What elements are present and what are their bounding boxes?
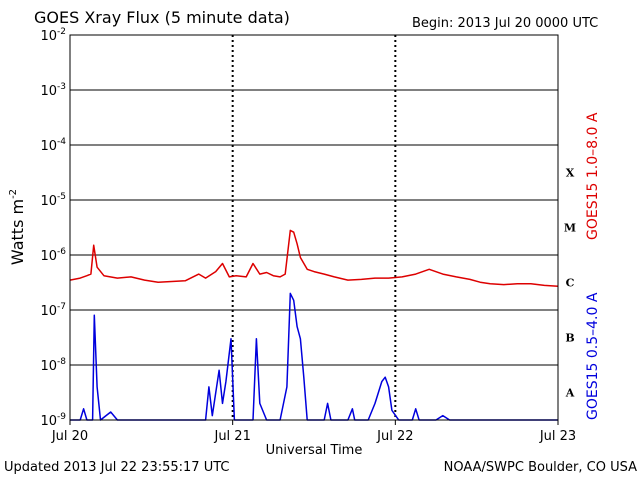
chart-title: GOES Xray Flux (5 minute data) [34,8,290,27]
flare-class-label: A [565,387,575,400]
x-tick-label: Jul 21 [213,429,250,444]
y-tick-label: 10-8 [40,357,66,374]
x-tick-label: Jul 20 [51,429,88,444]
y-axis-ticks: 10-2 10-3 10-4 10-5 10-6 10-7 10-8 10-9 [40,27,558,429]
plot-frame [69,34,559,421]
grid [70,35,558,420]
y-tick-label: 10-4 [40,137,66,154]
series-line-long-channel [69,229,559,288]
y-tick-label: 10-5 [40,192,66,209]
y-tick-label: 10-3 [40,82,66,99]
flare-class-labels: X M C B A [564,167,576,400]
flare-class-label: M [564,222,576,235]
y-axis-label: Watts m-2 [8,189,27,265]
credit-text: NOAA/SWPC Boulder, CO USA [443,460,637,475]
y-tick-label: 10-6 [40,247,66,264]
x-tick-label: Jul 23 [539,429,576,444]
y-tick-label: 10-7 [40,302,66,319]
y-tick-label: 10-9 [40,412,66,429]
begin-date: Begin: 2013 Jul 20 0000 UTC [412,16,599,31]
x-tick-label: Jul 22 [376,429,413,444]
y-tick-label: 10-2 [40,27,66,44]
series-layer [69,229,559,421]
y-axis-label-text: Watts m [8,199,27,265]
x-axis-ticks: Jul 20 Jul 21 Jul 22 Jul 23 [51,420,576,444]
flare-class-label: B [565,332,574,345]
updated-timestamp: Updated 2013 Jul 22 23:55:17 UTC [4,460,230,475]
series-line-short-channel [70,292,558,421]
flare-class-label: X [566,167,575,180]
legend-short-channel: GOES15 0.5–4.0 A [585,292,601,420]
legend-long-channel: GOES15 1.0–8.0 A [585,112,601,240]
x-axis-label: Universal Time [266,443,363,458]
y-axis-label-exp: -2 [8,189,19,199]
flare-class-label: C [566,277,575,290]
